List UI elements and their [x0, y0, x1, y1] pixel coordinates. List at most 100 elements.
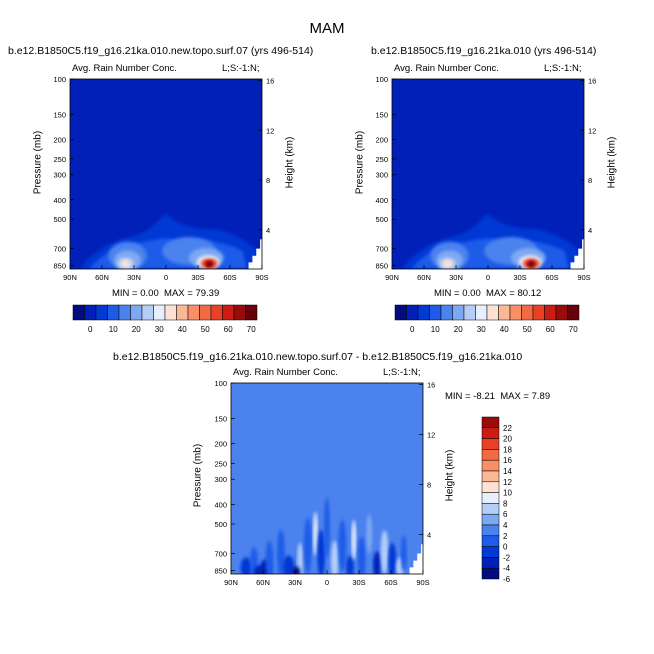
- panel-1-minmax: MIN = 0.00 MAX = 79.39: [112, 288, 219, 299]
- panel-1-topography-mask: [248, 239, 262, 269]
- panel-3-xtick-90N: 90N: [224, 578, 238, 587]
- panel-3-min-label: MIN =: [445, 391, 471, 402]
- panel-3-colorbar-cell-7: [481, 481, 500, 493]
- panel-2-ytick-100: 100: [375, 75, 388, 84]
- panel-1-colorbar-cell-11: [187, 304, 200, 321]
- panel-3-anomaly-22: [400, 535, 407, 572]
- panel-3-anomaly-13: [338, 519, 347, 572]
- panel-3-anomaly-23: [254, 565, 266, 574]
- panel-3-anomaly-6: [282, 555, 295, 574]
- panel-1-y2tick-16: 16: [266, 76, 274, 85]
- panel-3-xtick-60S: 60S: [384, 578, 397, 587]
- panel-1-colorbar-label-30: 30: [155, 325, 164, 334]
- panel-3-xtick-60N: 60N: [256, 578, 270, 587]
- panel-2-colorbar-label-60: 60: [546, 325, 555, 334]
- panel-3-anomaly-8: [303, 517, 312, 574]
- panel-1-colorbar-cell-15: [233, 304, 246, 321]
- panel-2-colorbar-label-0: 0: [410, 325, 415, 334]
- panel-3-colorbar-label--2: -2: [503, 553, 511, 562]
- panel-2-ytick-850: 850: [375, 261, 388, 270]
- panel-3-colorbar-label-14: 14: [503, 467, 512, 476]
- panel-1-colorbar-label-70: 70: [247, 325, 256, 334]
- panel-3-ytick-250: 250: [214, 459, 227, 468]
- panel-3-colorbar-label-10: 10: [503, 489, 512, 498]
- panel-3-colorbar-label-22: 22: [503, 424, 512, 433]
- panel-3-max-label: MAX =: [500, 391, 529, 402]
- panel-2-colorbar-label-50: 50: [523, 325, 532, 334]
- panel-3-colorbar-label-4: 4: [503, 521, 508, 530]
- panel-3-anomaly-20: [388, 542, 397, 574]
- panel-1-colorbar-cell-14: [222, 304, 235, 321]
- panel-3-xtick-30S: 30S: [352, 578, 365, 587]
- panel-1-xtick-90S: 90S: [255, 273, 268, 282]
- panel-1-colorbar-cell-16: [245, 304, 258, 321]
- panel-1-colorbar: [72, 304, 258, 321]
- panel-3-anomaly-9: [313, 511, 318, 556]
- panel-3-colorbar-cell-8: [481, 492, 500, 504]
- panel-2-xtick-90S: 90S: [577, 273, 590, 282]
- panel-3-ytick-700: 700: [214, 549, 227, 558]
- panel-3-colorbar-cell-12: [481, 535, 500, 547]
- panel-1-ytick-250: 250: [53, 155, 66, 164]
- panel-2-max: [528, 261, 535, 268]
- panel-3-anomaly-1: [240, 557, 253, 574]
- panel-2-colorbar-label-30: 30: [477, 325, 486, 334]
- panel-1-xtick-30N: 30N: [127, 273, 141, 282]
- panel-2-min-value: 0.00: [462, 288, 481, 299]
- panel-1-colorbar-label-10: 10: [109, 325, 118, 334]
- panel-3-colorbar-label-2: 2: [503, 532, 508, 541]
- panel-1-min-label: MIN =: [112, 288, 138, 299]
- panel-3-anomaly-4: [265, 540, 274, 574]
- panel-2-colorbar-cell-13: [532, 304, 545, 321]
- panel-3-variable: Avg. Rain Number Conc.: [233, 367, 338, 378]
- panel-3-anomaly-19: [380, 530, 389, 574]
- panel-1-tag: L;S:-1:N;: [222, 63, 260, 74]
- panel-1-case-title: b.e12.B1850C5.f19_g16.21ka.010.new.topo.…: [8, 45, 314, 57]
- panel-2-xtick-30N: 30N: [449, 273, 463, 282]
- panel-2-ytick-250: 250: [375, 155, 388, 164]
- panel-1-colorbar-cell-13: [210, 304, 223, 321]
- panel-3-y2tick-16: 16: [427, 380, 435, 389]
- panel-3-colorbar-label--6: -6: [503, 575, 511, 584]
- panel-2-colorbar-cell-9: [486, 304, 499, 321]
- panel-1-y2tick-12: 12: [266, 126, 274, 135]
- panel-3-ytick-400: 400: [214, 500, 227, 509]
- panel-1-min-value: 0.00: [140, 288, 159, 299]
- panel-1-colorbar-cell-2: [84, 304, 97, 321]
- panel-3-anomaly-15: [351, 519, 357, 560]
- panel-1-y2tick-4: 4: [266, 226, 270, 235]
- panel-3-ytick-200: 200: [214, 440, 227, 449]
- panel-1-colorbar-label-40: 40: [178, 325, 187, 334]
- panel-3-anomaly-24: [292, 566, 301, 574]
- panel-1-colorbar-cell-5: [118, 304, 131, 321]
- panel-3-tag: L;S:-1:N;: [383, 367, 421, 378]
- panel-2-xtick-0: 0: [486, 273, 490, 282]
- panel-1-ytick-150: 150: [53, 110, 66, 119]
- panel-1-ytick-400: 400: [53, 196, 66, 205]
- panel-3-colorbar-cell-11: [481, 524, 500, 537]
- panel-3-anomaly-12: [330, 540, 339, 574]
- panel-3-topography-mask: [409, 544, 423, 574]
- panel-2-xtick-60S: 60S: [545, 273, 558, 282]
- panel-3-min-value: -8.21: [473, 391, 495, 402]
- panel-3-colorbar-label-0: 0: [503, 543, 508, 552]
- panel-3-ytick-500: 500: [214, 520, 227, 529]
- panel-2-colorbar-cell-10: [498, 304, 511, 321]
- panel-3-heatmap: [231, 383, 423, 574]
- panel-2-colorbar-cell-5: [440, 304, 453, 321]
- panel-2-colorbar-cell-4: [429, 304, 442, 321]
- panel-3-colorbar-cell-9: [481, 503, 500, 515]
- panel-3-colorbar: [481, 416, 500, 580]
- panel-3-anomaly-17: [366, 513, 373, 554]
- panel-1-ytick-300: 300: [53, 171, 66, 180]
- panel-2-colorbar-label-10: 10: [431, 325, 440, 334]
- panel-3-colorbar-label-8: 8: [503, 499, 508, 508]
- panel-1-colorbar-cell-7: [141, 304, 154, 321]
- panel-3-anomaly-5: [277, 529, 285, 574]
- panel-1-variable: Avg. Rain Number Conc.: [72, 63, 177, 74]
- panel-1-xtick-30S: 30S: [191, 273, 204, 282]
- panel-3-y2tick-4: 4: [427, 531, 431, 540]
- panel-2-max-label: MAX =: [486, 288, 515, 299]
- panel-1-xtick-90N: 90N: [63, 273, 77, 282]
